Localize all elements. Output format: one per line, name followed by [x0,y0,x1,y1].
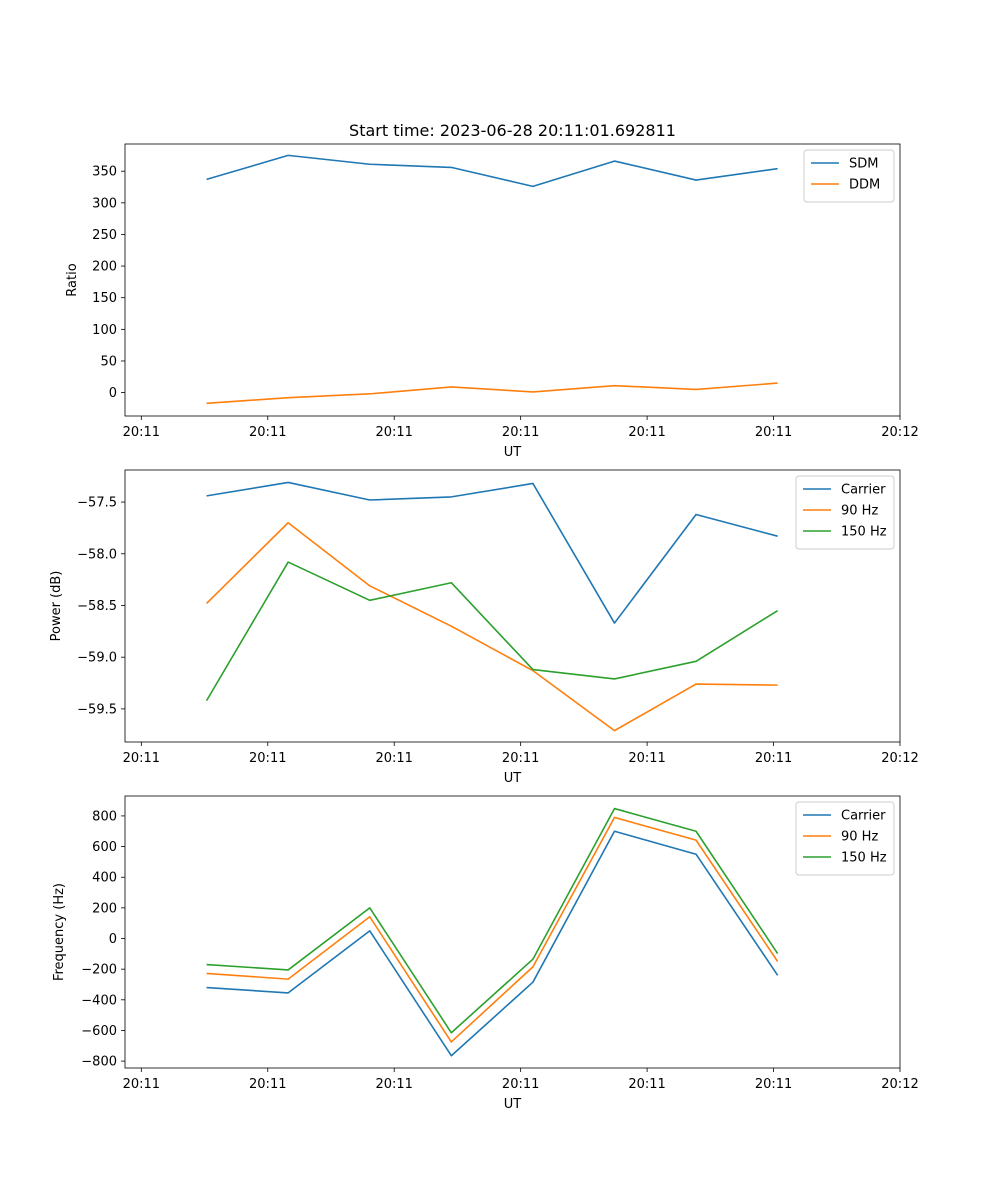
x-axis-label: UT [504,1097,522,1112]
y-tick-label: −59.0 [77,651,117,666]
legend-entry-label: Carrier [841,809,886,824]
y-tick-label: 400 [92,871,117,886]
series-line-carrier [206,481,778,624]
x-tick-label: 20:11 [123,751,160,766]
plot-frame [124,143,901,417]
legend: Carrier 90 Hz 150 Hz [795,801,895,876]
y-tick-label: −600 [81,1024,117,1039]
series-line-90-hz [206,521,778,732]
y-tick-label: −58.5 [77,599,117,614]
chart-panel-3: 20:11 20:11 20:11 20:11 20:11 20:11 20:12 −800 −… [52,795,919,1112]
x-tick-label: 20:11 [123,1077,160,1092]
x-tick-label: 20:11 [375,751,412,766]
legend-entry-label: 90 Hz [841,830,878,845]
y-tick-label: 200 [92,901,117,916]
x-axis-label: UT [504,445,522,460]
series-line-sdm [206,154,778,188]
x-tick-label: 20:11 [755,1077,792,1092]
legend: Carrier 90 Hz 150 Hz [795,475,895,550]
x-tick-label: 20:12 [881,751,918,766]
y-tick-label: 100 [92,323,117,338]
x-tick-label: 20:12 [881,1077,918,1092]
y-tick-label: 50 [100,354,117,369]
x-tick-label: 20:11 [375,1077,412,1092]
legend-entry-label: SDM [849,157,878,172]
y-tick-label: −57.5 [77,496,117,511]
legend-entry-label: 150 Hz [841,851,887,866]
series-line-carrier [206,830,779,1057]
y-tick-label: 0 [109,932,117,947]
x-tick-label: 20:11 [628,425,665,440]
y-tick-label: 800 [92,809,117,824]
y-tick-label: 250 [92,228,117,243]
x-tick-label: 20:11 [628,751,665,766]
legend-entry-label: 90 Hz [841,504,878,519]
x-tick-label: 20:11 [502,1077,539,1092]
legend: SDM DDM [803,149,895,203]
chart-panel-1: 20:11 20:11 20:11 20:11 20:11 20:11 20:12 0 50 10… [65,121,919,460]
series-line-150-hz [205,561,779,702]
y-axis-label: Frequency (Hz) [52,883,67,981]
x-tick-label: 20:11 [123,425,160,440]
y-tick-label: −58.0 [77,547,117,562]
y-axis-label: Power (dB) [49,571,64,642]
chart-panel-2: 20:11 20:11 20:11 20:11 20:11 20:11 20:12 −59.5… [49,469,919,786]
x-axis-label: UT [504,771,522,786]
x-tick-label: 20:11 [249,425,286,440]
plot-frame [124,795,901,1069]
y-tick-label: −59.5 [77,702,117,717]
series-line-150-hz [206,807,779,1034]
x-tick-label: 20:11 [755,751,792,766]
y-tick-label: 300 [92,196,117,211]
legend-entry-label: Carrier [841,483,886,498]
x-tick-label: 20:12 [881,425,918,440]
x-tick-label: 20:11 [502,425,539,440]
y-tick-label: −800 [81,1055,117,1070]
y-tick-label: −400 [81,993,117,1008]
y-tick-label: 0 [109,386,117,401]
x-tick-label: 20:11 [249,1077,286,1092]
y-tick-label: 600 [92,840,117,855]
x-tick-label: 20:11 [502,751,539,766]
series-line-ddm [206,382,778,405]
x-tick-label: 20:11 [375,425,412,440]
legend-entry-label: 150 Hz [841,525,887,540]
y-tick-label: −200 [81,963,117,978]
series-line-90-hz [206,816,779,1043]
x-tick-label: 20:11 [249,751,286,766]
y-tick-label: 150 [92,291,117,306]
y-tick-label: 350 [92,165,117,180]
legend-entry-label: DDM [849,178,880,193]
chart-title: Start time: 2023-06-28 20:11:01.692811 [349,121,676,140]
plot-frame [124,469,901,743]
x-tick-label: 20:11 [755,425,792,440]
y-tick-label: 200 [92,260,117,275]
x-tick-label: 20:11 [628,1077,665,1092]
y-axis-label: Ratio [65,263,80,296]
